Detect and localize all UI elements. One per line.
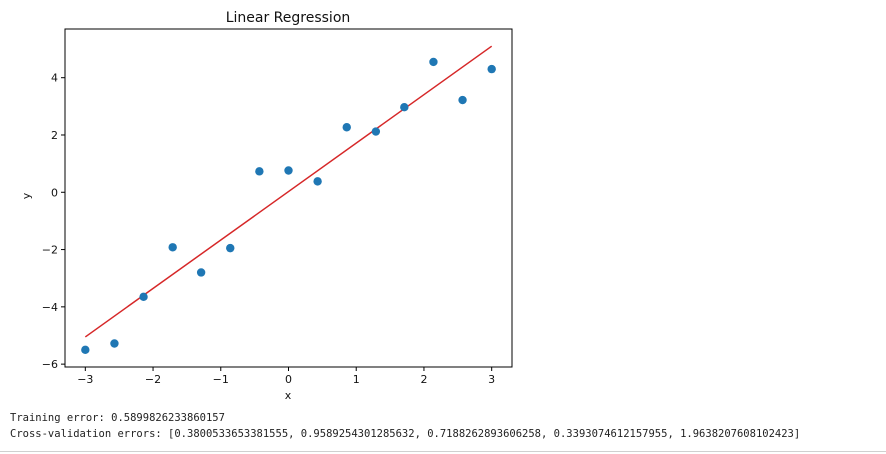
- cv-errors-text: Cross-validation errors: [0.380053365338…: [10, 428, 801, 440]
- regression-chart: Linear Regression −3 −2 −1 0 1 2 3 −6 −4 −2 0 2 4 x…: [20, 10, 513, 402]
- x-tick-label: −3: [77, 373, 93, 386]
- data-point: [139, 292, 148, 302]
- x-axis-label: x: [285, 389, 292, 402]
- chart-title: Linear Regression: [226, 10, 351, 26]
- data-point: [458, 95, 467, 105]
- training-error-text: Training error: 0.5899826233860157: [10, 412, 225, 424]
- x-tick-label: 3: [488, 373, 495, 386]
- y-tick-label: 2: [51, 129, 58, 142]
- y-axis-label: y: [20, 192, 33, 199]
- scatter-points-layer: [81, 57, 496, 355]
- y-tick-label: −2: [42, 244, 58, 257]
- cell-divider: [0, 451, 886, 452]
- data-point: [313, 177, 322, 186]
- data-point: [226, 243, 235, 253]
- data-point: [168, 243, 177, 252]
- y-axis-ticks: −6 −4 −2 0 2 4: [42, 72, 65, 371]
- data-point: [284, 166, 293, 175]
- regression-line: [84, 45, 493, 338]
- data-point: [429, 57, 438, 67]
- data-point: [342, 123, 351, 132]
- y-tick-label: −6: [42, 358, 58, 371]
- x-tick-label: −1: [213, 373, 229, 386]
- x-tick-label: 2: [420, 373, 427, 386]
- y-tick-label: −4: [42, 301, 58, 314]
- x-tick-label: 0: [285, 373, 292, 386]
- data-point: [371, 127, 381, 136]
- x-tick-label: 1: [353, 373, 360, 386]
- data-point: [196, 268, 206, 277]
- data-point: [487, 64, 496, 74]
- data-point: [400, 102, 409, 112]
- y-tick-label: 4: [51, 72, 58, 85]
- data-point: [110, 339, 119, 348]
- x-axis-ticks: −3 −2 −1 0 1 2 3: [77, 367, 495, 386]
- regression-line-layer: [84, 45, 493, 338]
- y-tick-label: 0: [51, 186, 58, 199]
- data-point: [255, 167, 264, 176]
- x-tick-label: −2: [145, 373, 161, 386]
- data-point: [81, 345, 90, 355]
